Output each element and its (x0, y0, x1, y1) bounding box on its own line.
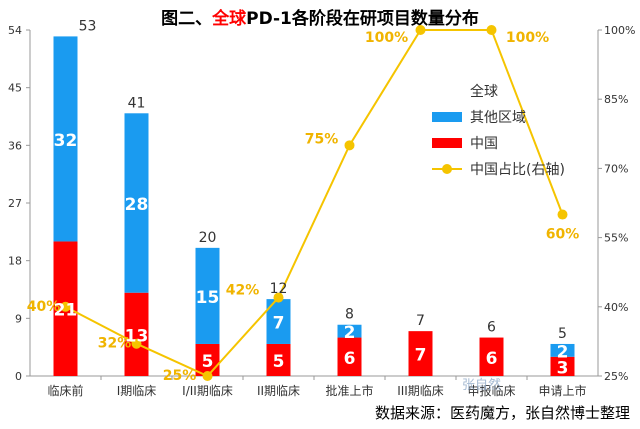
bar-total-label: 6 (487, 320, 496, 336)
x-tick-label: 批准上市 (325, 383, 373, 398)
y-tick-label: 54 (8, 24, 22, 37)
legend-swatch-china (432, 138, 462, 148)
bar-other (53, 36, 78, 242)
legend-label-china: 中国 (470, 136, 498, 152)
title-part3: PD-1各阶段在研项目数量分布 (246, 9, 479, 29)
bar-china (408, 331, 433, 376)
share-point (273, 292, 284, 303)
bar-china-label: 5 (273, 352, 285, 372)
share-point (557, 209, 568, 220)
share-label: 32% (98, 336, 132, 352)
bar-china-label: 13 (125, 326, 149, 346)
bar-total-label: 12 (270, 281, 288, 297)
bar-other (550, 343, 575, 357)
legend-title: 全球 (470, 83, 498, 100)
legend-label-share: 中国占比(右轴) (470, 162, 565, 178)
y-tick-label: 45 (8, 82, 22, 95)
bar-china (195, 343, 220, 376)
title-part1: 图二、 (161, 9, 213, 29)
share-point (202, 371, 213, 381)
bar-total-label: 7 (416, 313, 425, 329)
y-tick-label: 36 (8, 139, 22, 152)
x-tick-label: I期临床 (117, 384, 157, 398)
y2-tick-label: 85% (604, 93, 628, 106)
x-tick-label: 申请上市 (538, 383, 586, 398)
bar-total-label: 20 (199, 230, 217, 246)
bar-total-label: 53 (79, 18, 97, 34)
share-label: 100% (506, 30, 549, 46)
bar-china (124, 292, 149, 376)
bar-total-label: 5 (558, 326, 567, 342)
share-point (344, 140, 355, 151)
share-point (415, 25, 426, 35)
bar-china-label: 6 (344, 349, 356, 369)
bar-china (337, 337, 362, 376)
bar-other-label: 2 (557, 342, 569, 362)
share-label: 25% (163, 368, 197, 384)
share-label: 75% (305, 131, 339, 147)
title-part2: 全球 (212, 9, 247, 29)
watermark-text: 张自然 (462, 378, 502, 393)
bar-other-label: 32 (54, 131, 78, 151)
bar-total-label: 8 (345, 307, 354, 323)
share-label: 40% (27, 299, 61, 315)
share-label: 100% (365, 30, 408, 46)
y-tick-label: 18 (8, 255, 22, 268)
x-tick-label: I/II期临床 (182, 384, 233, 398)
y-tick-label: 9 (15, 312, 22, 325)
y-tick-label: 0 (15, 370, 22, 383)
y2-tick-label: 70% (604, 162, 628, 175)
share-label: 42% (226, 283, 260, 299)
bar-other-label: 7 (273, 314, 285, 334)
bar-china-label: 5 (202, 352, 214, 372)
y2-tick-label: 55% (604, 232, 628, 245)
y-tick-label: 27 (8, 197, 22, 210)
bar-china (479, 337, 504, 376)
x-tick-label: II期临床 (257, 384, 300, 398)
chart-title: 图二、全球PD-1各阶段在研项目数量分布 (0, 4, 640, 29)
share-point (486, 25, 497, 35)
legend-swatch-other (432, 112, 462, 122)
bar-other (337, 324, 362, 338)
legend-label-other: 其他区域 (470, 110, 526, 126)
bar-china-label: 21 (54, 301, 78, 321)
bar-china-label: 7 (415, 346, 427, 366)
source-note: 数据来源：医药魔方，张自然博士整理 (374, 404, 630, 422)
bar-other (195, 247, 220, 344)
bar-china-label: 6 (486, 349, 498, 369)
bar-total-label: 41 (128, 95, 146, 111)
bar-china (266, 343, 291, 376)
x-tick-label: 申报临床 (467, 383, 515, 398)
y2-tick-label: 25% (604, 370, 628, 383)
bar-other-label: 28 (125, 195, 149, 215)
y2-tick-label: 40% (604, 301, 628, 314)
bar-other-label: 15 (196, 288, 220, 308)
bar-china-label: 3 (557, 358, 569, 378)
share-label: 60% (546, 227, 580, 243)
share-point (60, 301, 71, 312)
bar-other-label: 2 (344, 323, 356, 343)
share-line (65, 29, 564, 378)
bar-china (550, 356, 575, 376)
x-tick-label: 临床前 (47, 383, 83, 398)
y2-tick-label: 100% (604, 24, 635, 37)
share-point (131, 338, 142, 349)
x-tick-label: III期临床 (397, 384, 444, 398)
legend-swatch-share-dot (442, 164, 452, 174)
bar-other (124, 113, 149, 293)
